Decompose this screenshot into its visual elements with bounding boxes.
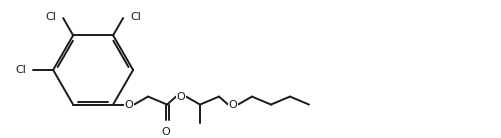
Text: O: O	[176, 92, 185, 102]
Text: Cl: Cl	[130, 12, 141, 22]
Text: O: O	[228, 99, 237, 110]
Text: O: O	[124, 99, 133, 110]
Text: Cl: Cl	[45, 12, 56, 22]
Text: O: O	[161, 127, 170, 136]
Text: Cl: Cl	[15, 65, 26, 75]
